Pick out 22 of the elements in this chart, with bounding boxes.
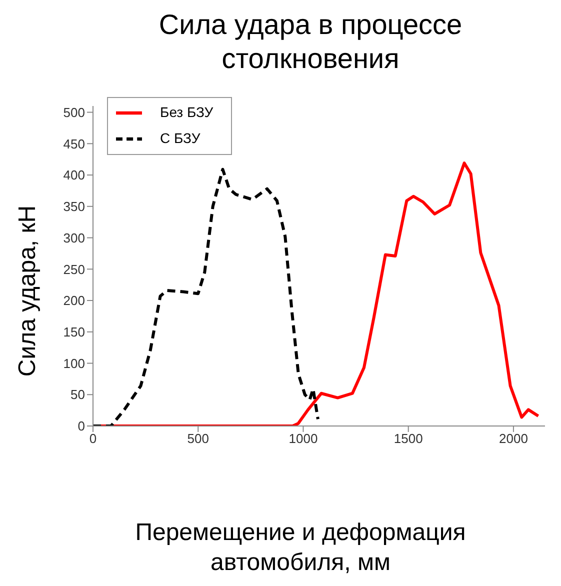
y-tick-label: 450 bbox=[63, 136, 85, 152]
y-tick-label: 50 bbox=[70, 387, 85, 402]
y-tick-label: 100 bbox=[63, 356, 85, 371]
y-tick-label: 150 bbox=[63, 324, 85, 340]
x-tick-label: 1500 bbox=[394, 431, 423, 446]
chart-title: Сила удара в процессе столкновения bbox=[158, 8, 464, 76]
x-axis-title: Перемещение и деформация автомобиля, мм bbox=[134, 518, 467, 578]
line-series bbox=[93, 168, 320, 426]
y-tick-label: 350 bbox=[63, 199, 85, 214]
y-tick-label: 250 bbox=[63, 262, 85, 277]
y-tick-label: 300 bbox=[63, 230, 85, 246]
y-tick-label: 0 bbox=[78, 418, 85, 434]
x-tick-label: 0 bbox=[89, 431, 97, 446]
x-tick-label: 2000 bbox=[499, 431, 528, 446]
y-tick-label: 200 bbox=[63, 293, 85, 308]
y-axis-title: Сила удара, кН bbox=[14, 205, 42, 377]
x-tick-label: 1000 bbox=[288, 431, 318, 446]
y-tick-label: 400 bbox=[63, 168, 85, 183]
legend-label: С БЗУ bbox=[160, 130, 200, 146]
x-tick-label: 500 bbox=[187, 431, 209, 446]
y-tick-label: 500 bbox=[63, 104, 85, 120]
legend-label: Без БЗУ bbox=[160, 104, 214, 120]
